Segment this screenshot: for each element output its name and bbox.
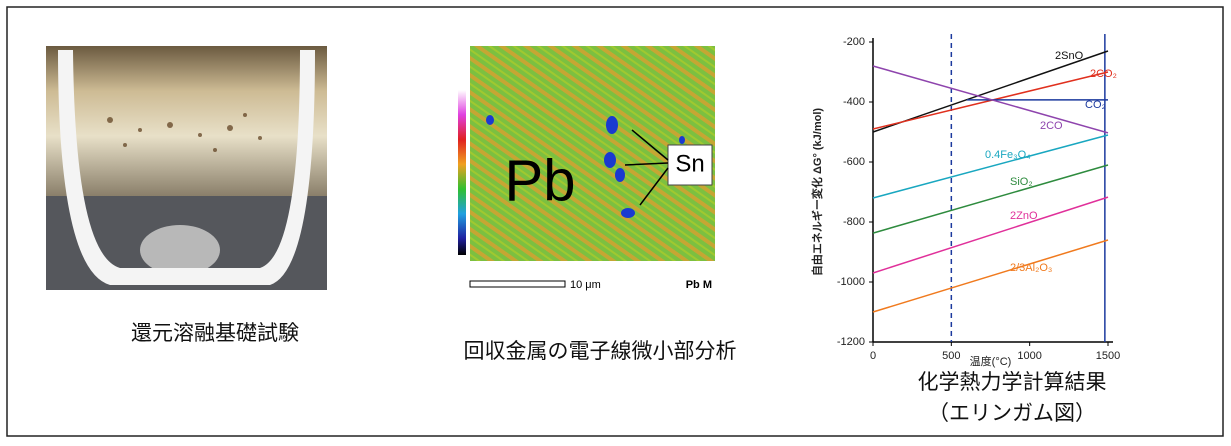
x-tick-label: 500: [942, 350, 960, 362]
series-line: [873, 197, 1108, 273]
series-label: 2/3Al₂O₃: [1010, 262, 1052, 274]
scale-label: 10 μm: [570, 279, 601, 291]
y-tick-label: -400: [843, 96, 865, 108]
y-tick-label: -800: [843, 216, 865, 228]
marker-label: Sn: [675, 150, 704, 177]
series-label: 2ZnO: [1010, 210, 1038, 222]
caption: 回収金属の電子線微小部分析: [464, 339, 737, 363]
series-line: [873, 240, 1108, 312]
series-label: 2SnO: [1055, 50, 1084, 62]
y-axis-label: 自由エネルギー変化 ΔG° (kJ/mol): [810, 108, 824, 276]
crucible-photo: [46, 46, 327, 290]
y-tick-label: -1000: [837, 276, 865, 288]
caption: 化学熱力学計算結果: [918, 370, 1107, 394]
caption: （エリンガム図）: [928, 401, 1096, 425]
series-label: 0.4Fe₃O₄: [985, 149, 1031, 161]
series-line: [873, 135, 1108, 198]
x-tick-label: 0: [870, 350, 876, 362]
series-label: CO₂: [1085, 99, 1106, 111]
y-tick-label: -200: [843, 36, 865, 48]
y-tick-label: -1200: [837, 336, 865, 348]
x-axis-label: 温度(°C): [970, 354, 1012, 368]
map-label: Pb M: [686, 279, 712, 291]
element-label: Pb: [505, 148, 576, 213]
y-tick-label: -600: [843, 156, 865, 168]
x-tick-label: 1000: [1017, 350, 1041, 362]
ellingham-chart: -200 -400 -600 -800 -1000 -1200 0 500 1000 1500 温度…: [810, 34, 1120, 368]
x-tick-label: 1500: [1096, 350, 1120, 362]
series-label: SiO₂: [1010, 176, 1033, 188]
caption: 還元溶融基礎試験: [131, 321, 299, 345]
series-line: [873, 165, 1108, 233]
series-label: 2CO₂: [1090, 68, 1117, 80]
figure: 還元溶融基礎試験 Pb Sn 10 μm Pb M 回収金属の電子線微小部分析 …: [0, 0, 1231, 442]
series-label: 2CO: [1040, 120, 1063, 132]
